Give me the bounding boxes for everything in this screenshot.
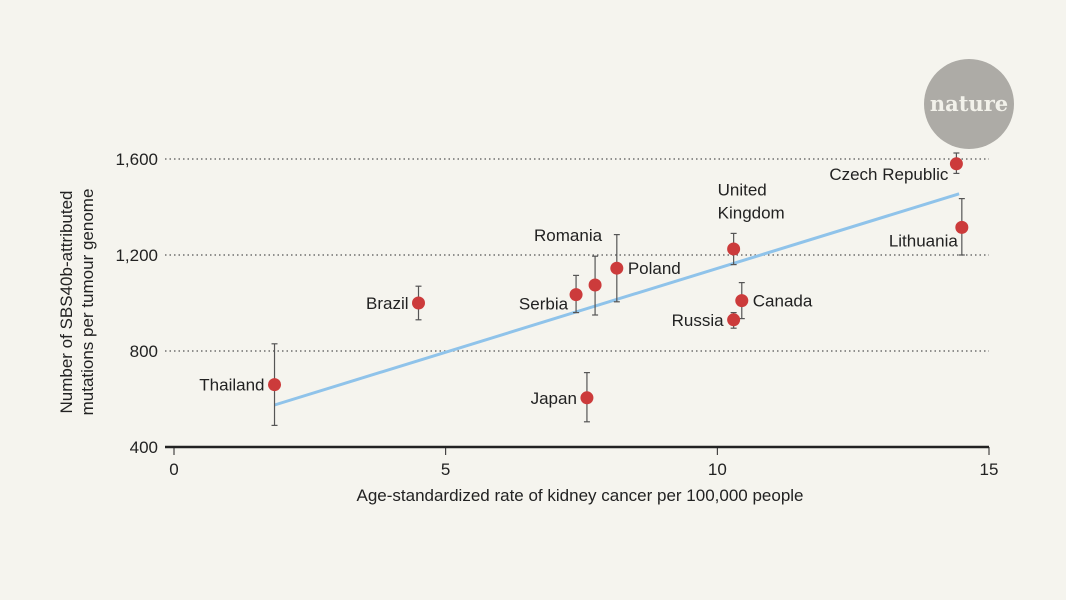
point-label: Poland (628, 259, 681, 278)
data-point (610, 261, 624, 275)
point-label-line: Thailand (199, 376, 264, 395)
point-label-line: Lithuania (889, 231, 959, 250)
point-serbia (569, 274, 583, 314)
point-poland (610, 234, 624, 303)
axes: 400 800 1,200 1,600 0 5 10 15 (115, 150, 998, 479)
grid-lines (165, 158, 989, 352)
data-point (580, 391, 594, 405)
x-axis-label: Age-standardized rate of kidney cancer p… (356, 486, 803, 505)
data-point (268, 378, 282, 392)
y-axis-label: Number of SBS40b-attributed mutations pe… (57, 189, 97, 416)
data-point (569, 288, 583, 302)
point-label: Brazil (366, 294, 409, 313)
point-label-line: Poland (628, 259, 681, 278)
data-point (588, 278, 602, 292)
point-russia (727, 312, 741, 329)
x-tick-label: 10 (708, 460, 727, 479)
x-tick-label: 0 (169, 460, 178, 479)
y-axis-label-line-1: Number of SBS40b-attributed (57, 190, 76, 413)
point-label-line: Brazil (366, 294, 409, 313)
point-romania (588, 255, 602, 316)
point-label-line: Serbia (519, 295, 569, 314)
x-tick-label: 15 (980, 460, 999, 479)
y-tick-label: 1,200 (115, 246, 158, 265)
y-tick-label: 800 (130, 342, 158, 361)
point-label-line: Romania (534, 226, 603, 245)
y-tick-label: 1,600 (115, 150, 158, 169)
data-points (268, 152, 969, 426)
point-label: Czech Republic (829, 165, 949, 184)
point-canada (735, 282, 749, 320)
point-label: Thailand (199, 376, 264, 395)
point-label-line: United (718, 180, 767, 199)
y-tick-label: 400 (130, 438, 158, 457)
point-label-line: Japan (531, 389, 577, 408)
point-lithuania (955, 198, 969, 256)
point-japan (580, 372, 594, 423)
point-label: Lithuania (889, 231, 959, 250)
point-label: United Kingdom (718, 180, 785, 222)
data-point (412, 296, 425, 310)
point-label-line: Czech Republic (829, 165, 949, 184)
point-label: Canada (753, 292, 813, 311)
data-point (955, 220, 969, 234)
point-brazil (412, 285, 425, 321)
data-point (735, 294, 749, 308)
nature-logo: nature (924, 59, 1014, 149)
point-labels: Thailand Brazil Serbia Romania Poland Japan Un… (199, 165, 958, 408)
point-label: Japan (531, 389, 577, 408)
point-label-line: Canada (753, 292, 813, 311)
data-point (727, 313, 741, 327)
logo-text: nature (930, 91, 1008, 116)
point-label: Serbia (519, 295, 569, 314)
point-united-kingdom (727, 232, 741, 266)
point-label-line: Kingdom (718, 203, 785, 222)
data-point (727, 242, 741, 256)
data-point (949, 157, 963, 171)
point-label: Romania (534, 226, 603, 245)
y-axis-label-line-2: mutations per tumour genome (78, 189, 97, 416)
x-tick-label: 5 (441, 460, 450, 479)
point-label-line: Russia (672, 311, 725, 330)
logo-circle (924, 59, 1014, 149)
point-label: Russia (672, 311, 725, 330)
point-thailand (268, 343, 282, 426)
point-czech-republic (949, 152, 963, 174)
